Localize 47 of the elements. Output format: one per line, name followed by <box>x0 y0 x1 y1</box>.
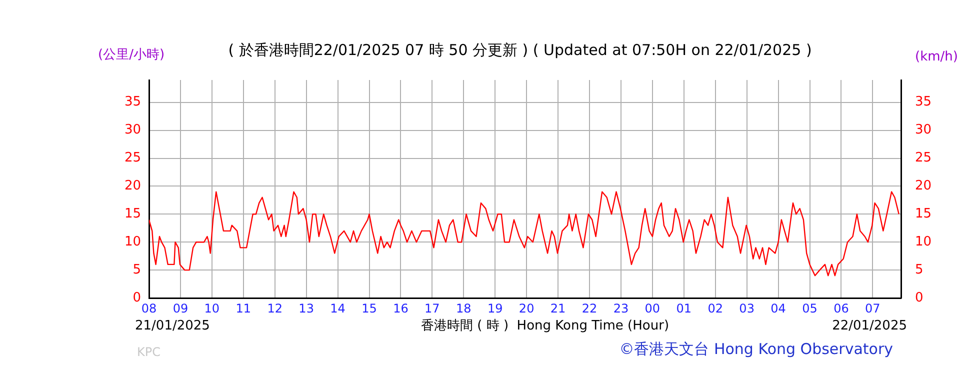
text: ©香港天文台 Hong Kong Observatory <box>619 340 894 358</box>
y-axis-title: (公里/小時) <box>98 47 165 62</box>
y-tick-label: 5 <box>132 262 141 278</box>
x-tick-label: 15 <box>362 301 377 316</box>
x-tick-label: 09 <box>172 301 188 316</box>
x-tick-label: 03 <box>739 301 754 316</box>
x-tick-label: 14 <box>330 301 346 316</box>
y2-axis-title: (km/h) <box>915 49 958 64</box>
y2-tick-label: 35 <box>915 94 932 110</box>
y2-tick-label: 0 <box>915 290 924 306</box>
y-tick-label: 20 <box>124 178 141 194</box>
x-tick-label: 06 <box>834 301 849 316</box>
y2-tick-label: 30 <box>915 122 932 138</box>
x-tick-label: 00 <box>644 301 660 316</box>
x-tick-label: 08 <box>141 301 157 316</box>
x-tick-label: 23 <box>613 301 629 316</box>
y2-tick-label: 15 <box>915 206 932 222</box>
y-tick-label: 0 <box>132 290 141 306</box>
text: 22/01/2025 <box>832 318 907 334</box>
chart-title: ( 於香港時間22/01/2025 07 時 50 分更新 ) ( Updated at 07:50H on 22/01/2025 ) <box>228 40 812 59</box>
y-tick-label: 25 <box>124 150 141 166</box>
x-tick-label: 22 <box>582 301 598 316</box>
y2-tick-label: 25 <box>915 150 932 166</box>
x-tick-label: 10 <box>204 301 220 316</box>
x-tick-label: 17 <box>424 301 440 316</box>
y2-tick-label: 10 <box>915 234 932 250</box>
y-tick-label: 30 <box>124 122 141 138</box>
x-tick-label: 02 <box>708 301 723 316</box>
x-tick-label: 05 <box>802 301 818 316</box>
x-tick-label: 20 <box>518 301 534 316</box>
x-tick-label: 04 <box>770 301 786 316</box>
x-tick-label: 01 <box>676 301 692 316</box>
x-tick-label: 07 <box>865 301 880 316</box>
y2-tick-label: 5 <box>915 262 924 278</box>
x-tick-label: 21 <box>550 301 566 316</box>
x-tick-label: 13 <box>298 301 314 316</box>
x-tick-label: 11 <box>236 301 252 316</box>
text: 21/01/2025 <box>135 318 210 334</box>
y-tick-label: 35 <box>124 94 141 110</box>
x-tick-label: 19 <box>487 301 503 316</box>
x-axis-title: 香港時間 ( 時 ) Hong Kong Time (Hour) <box>420 318 670 334</box>
y2-tick-label: 20 <box>915 178 932 194</box>
x-tick-label: 16 <box>393 301 408 316</box>
y-tick-label: 10 <box>124 234 141 250</box>
x-tick-label: 12 <box>267 301 282 316</box>
x-tick-label: 18 <box>456 301 472 316</box>
y-tick-label: 15 <box>124 206 141 222</box>
